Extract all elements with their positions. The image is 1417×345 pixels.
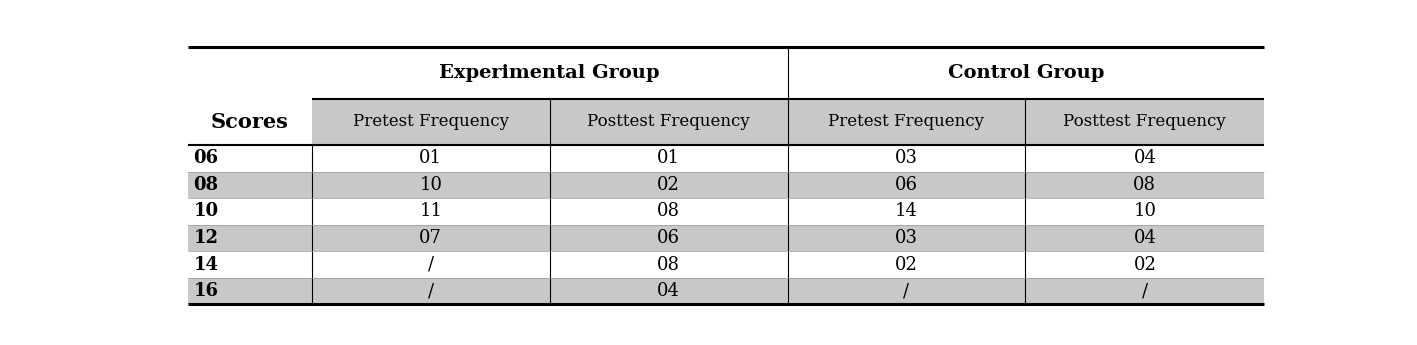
- Text: 04: 04: [1134, 149, 1156, 167]
- Text: 10: 10: [194, 203, 218, 220]
- Text: Experimental Group: Experimental Group: [439, 63, 660, 82]
- Text: /: /: [428, 282, 434, 300]
- Bar: [188, 47, 312, 145]
- Text: 03: 03: [896, 229, 918, 247]
- Text: Pretest Frequency: Pretest Frequency: [829, 113, 985, 130]
- Bar: [188, 198, 1264, 225]
- Text: 02: 02: [1134, 256, 1156, 274]
- Text: /: /: [1142, 282, 1148, 300]
- Text: /: /: [428, 256, 434, 274]
- Text: Scores: Scores: [211, 112, 289, 132]
- Bar: [188, 145, 1264, 171]
- Text: 12: 12: [194, 229, 218, 247]
- Bar: [312, 47, 1264, 99]
- Text: 14: 14: [896, 203, 918, 220]
- Text: 10: 10: [419, 176, 442, 194]
- Text: 08: 08: [1134, 176, 1156, 194]
- Text: Posttest Frequency: Posttest Frequency: [1064, 113, 1226, 130]
- Text: 16: 16: [194, 282, 218, 300]
- Text: 06: 06: [896, 176, 918, 194]
- Text: Pretest Frequency: Pretest Frequency: [353, 113, 509, 130]
- Text: 04: 04: [1134, 229, 1156, 247]
- Bar: [188, 251, 1264, 278]
- Text: 08: 08: [657, 256, 680, 274]
- Bar: [188, 225, 1264, 251]
- Text: 08: 08: [657, 203, 680, 220]
- Text: Control Group: Control Group: [948, 63, 1104, 82]
- Text: 02: 02: [896, 256, 918, 274]
- Text: 07: 07: [419, 229, 442, 247]
- Bar: [188, 278, 1264, 304]
- Bar: [312, 99, 1264, 145]
- Text: 10: 10: [1134, 203, 1156, 220]
- Text: 01: 01: [657, 149, 680, 167]
- Text: 02: 02: [657, 176, 680, 194]
- Text: 06: 06: [657, 229, 680, 247]
- Text: 08: 08: [194, 176, 218, 194]
- Bar: [188, 171, 1264, 198]
- Text: 04: 04: [657, 282, 680, 300]
- Text: 14: 14: [194, 256, 218, 274]
- Text: /: /: [904, 282, 910, 300]
- Text: 01: 01: [419, 149, 442, 167]
- Text: 06: 06: [194, 149, 218, 167]
- Text: Posttest Frequency: Posttest Frequency: [587, 113, 750, 130]
- Text: 11: 11: [419, 203, 442, 220]
- Text: 03: 03: [896, 149, 918, 167]
